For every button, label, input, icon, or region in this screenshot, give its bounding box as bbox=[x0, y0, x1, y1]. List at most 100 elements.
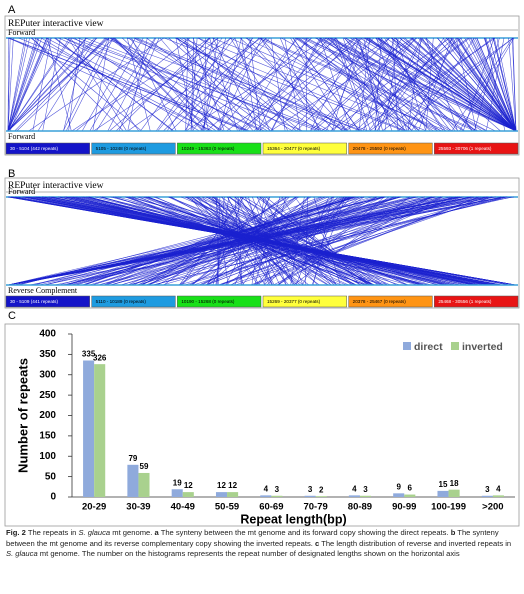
repeat-link bbox=[257, 37, 308, 132]
repeat-link bbox=[202, 37, 219, 132]
repeat-link bbox=[45, 196, 365, 286]
legend-swatch bbox=[451, 342, 459, 350]
value-label: 3 bbox=[485, 485, 490, 494]
repeat-link bbox=[355, 37, 454, 132]
repeat-link bbox=[92, 37, 110, 132]
bar bbox=[215, 492, 228, 497]
repeat-link bbox=[32, 37, 52, 132]
caption-segment: The length distribution of reverse and i… bbox=[319, 538, 512, 548]
bar bbox=[138, 472, 150, 497]
caption-segment: The synteny between the mt genome and it… bbox=[158, 528, 451, 537]
value-label: 4 bbox=[496, 484, 501, 493]
repeat-link bbox=[54, 37, 174, 132]
repeat-link bbox=[147, 196, 346, 286]
repeat-link bbox=[7, 37, 28, 132]
repeat-link bbox=[61, 196, 504, 286]
repeat-link bbox=[7, 37, 52, 132]
repeat-link bbox=[384, 37, 444, 132]
repeat-link bbox=[249, 37, 261, 132]
repeat-link bbox=[176, 37, 330, 132]
repeat-link bbox=[270, 37, 321, 132]
repeat-link bbox=[31, 37, 124, 132]
x-tick-label: >200 bbox=[482, 502, 503, 513]
legend-swatch bbox=[348, 142, 433, 155]
legend-text: 20378 - 25467 (0 repeats) bbox=[353, 299, 407, 304]
repeat-link bbox=[139, 196, 342, 286]
repeat-link bbox=[452, 37, 517, 132]
value-label: 335 bbox=[82, 350, 96, 359]
repeat-link bbox=[293, 196, 410, 286]
repeat-link bbox=[437, 37, 517, 132]
repeat-link bbox=[344, 37, 417, 132]
repeat-link bbox=[496, 37, 517, 132]
caption-segment: The repeats in bbox=[25, 528, 79, 537]
repeat-link bbox=[7, 37, 108, 132]
legend-swatch bbox=[177, 142, 262, 155]
legend-text: 10190 - 15268 (0 repeats) bbox=[181, 299, 235, 304]
repeat-link bbox=[7, 37, 37, 132]
repeat-link bbox=[256, 196, 379, 286]
repeat-link bbox=[9, 37, 247, 132]
y-tick-label: 250 bbox=[39, 390, 56, 401]
bar bbox=[492, 495, 504, 497]
repeat-link bbox=[18, 196, 360, 286]
repeat-link bbox=[63, 37, 304, 132]
repeat-link bbox=[281, 196, 337, 286]
repeat-link bbox=[240, 37, 297, 132]
repeat-link bbox=[319, 37, 351, 132]
caption-segment: mt genome. bbox=[110, 528, 155, 537]
bar bbox=[348, 495, 360, 497]
repeat-link bbox=[197, 37, 427, 132]
repeat-link bbox=[204, 37, 207, 132]
legend-text: 10249 - 15363 (0 repeats) bbox=[181, 146, 235, 151]
caption-segment: Fig. 2 bbox=[6, 528, 26, 537]
legend-swatch bbox=[434, 142, 519, 155]
legend-text: 15364 - 20477 (0 repeats) bbox=[267, 146, 321, 151]
repeat-link bbox=[404, 37, 517, 132]
repeat-link bbox=[93, 37, 232, 132]
repeat-link bbox=[442, 37, 517, 132]
repeat-link bbox=[9, 37, 48, 132]
repeat-link bbox=[58, 37, 265, 132]
repeat-link bbox=[81, 196, 350, 286]
repeat-link bbox=[110, 37, 268, 132]
caption: Fig. 2 The repeats in S. glauca mt genom… bbox=[6, 528, 518, 560]
repeat-link bbox=[374, 37, 422, 132]
repeat-link bbox=[470, 37, 517, 132]
repeat-link bbox=[169, 196, 368, 286]
repeat-link bbox=[252, 196, 454, 286]
x-tick-label: 100-199 bbox=[431, 502, 466, 513]
repeat-link bbox=[284, 37, 301, 132]
x-tick-label: 40-49 bbox=[171, 502, 195, 513]
repeat-link bbox=[145, 196, 438, 286]
y-tick-label: 200 bbox=[39, 410, 56, 421]
repeat-link bbox=[271, 37, 322, 132]
x-tick-label: 50-59 bbox=[215, 502, 239, 513]
repeat-link bbox=[508, 37, 517, 132]
repeat-link bbox=[206, 196, 262, 286]
repeat-link bbox=[368, 37, 448, 132]
repeat-link bbox=[16, 37, 115, 132]
repeat-link bbox=[221, 196, 353, 286]
caption-segment: a bbox=[154, 528, 159, 537]
repeat-link bbox=[7, 37, 14, 132]
value-label: 19 bbox=[173, 478, 182, 487]
repeat-link bbox=[297, 37, 413, 132]
repeat-link bbox=[54, 196, 502, 286]
repeat-link bbox=[152, 196, 508, 286]
bar bbox=[393, 493, 405, 497]
legend-swatch bbox=[91, 295, 176, 308]
value-label: 12 bbox=[184, 481, 193, 490]
repeat-link bbox=[7, 37, 70, 132]
legend-swatch bbox=[91, 142, 176, 155]
repeat-link bbox=[358, 37, 383, 132]
repeat-link bbox=[446, 37, 517, 132]
repeat-link bbox=[177, 37, 297, 132]
repeat-link bbox=[66, 196, 357, 286]
repeat-link bbox=[34, 37, 211, 132]
repeat-link bbox=[294, 196, 360, 286]
repeat-link bbox=[392, 37, 399, 132]
caption-segment: The synteny between the mt genome and it… bbox=[6, 528, 499, 548]
repeat-link bbox=[331, 37, 360, 132]
